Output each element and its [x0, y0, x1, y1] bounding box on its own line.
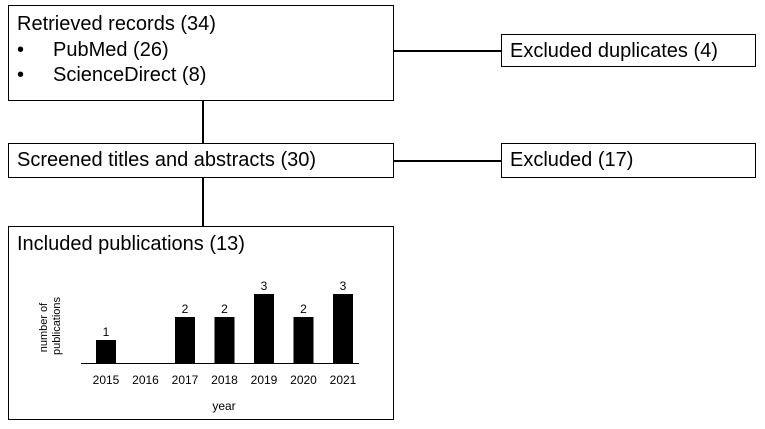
- data-label-2021: 3: [340, 279, 347, 293]
- bar-2020: [293, 317, 314, 363]
- publications-bar-chart: 1 2 2 3 2 3 2015 2016 2017 2018 2019 2020 2021 year…: [38, 279, 359, 413]
- data-label-2019: 3: [261, 279, 268, 293]
- y-axis-label: number of publications: [38, 296, 63, 355]
- x-tick-label-2015: 2015: [93, 373, 120, 387]
- retrieved-records-title: Retrieved records (34): [17, 13, 216, 35]
- tick-label-group: 2015 2016 2017 2018 2019 2020 2021: [93, 373, 357, 387]
- excluded-duplicates-box: Excluded duplicates (4): [501, 34, 756, 67]
- bar-2021: [333, 294, 353, 363]
- data-label-group: 1 2 2 3 2 3: [103, 279, 347, 339]
- bar-2019: [254, 294, 274, 363]
- bullet-icon: •: [17, 39, 25, 61]
- bar-group: [96, 294, 353, 363]
- data-label-2015: 1: [103, 325, 110, 339]
- x-tick-label-2019: 2019: [251, 373, 278, 387]
- x-tick-label-2018: 2018: [211, 373, 238, 387]
- connector-retrieved-to-excluded-duplicates: [394, 50, 501, 52]
- bar-2017: [175, 317, 195, 363]
- source-label: PubMed (26): [53, 39, 169, 61]
- connector-screened-to-included: [202, 178, 204, 226]
- source-list: • PubMed (26) • ScienceDirect (8): [17, 38, 393, 88]
- bar-2015: [96, 340, 116, 363]
- screened-box: Screened titles and abstracts (30): [8, 143, 394, 178]
- x-tick-label-2016: 2016: [132, 373, 159, 387]
- data-label-2018: 2: [221, 302, 228, 316]
- included-publications-title: Included publications (13): [17, 233, 245, 255]
- excluded-duplicates-label: Excluded duplicates (4): [510, 40, 718, 62]
- excluded-box: Excluded (17): [501, 143, 756, 178]
- x-tick-label-2021: 2021: [330, 373, 357, 387]
- bar-2018: [214, 317, 235, 363]
- data-label-2017: 2: [182, 302, 189, 316]
- x-axis-label: year: [212, 399, 235, 413]
- data-label-2020: 2: [300, 302, 307, 316]
- y-axis-label-line-1: number of: [38, 302, 50, 352]
- y-axis-label-line-2: publications: [51, 296, 63, 355]
- x-tick-label-2017: 2017: [172, 373, 199, 387]
- source-item-pubmed: • PubMed (26): [17, 38, 393, 63]
- retrieved-records-box: Retrieved records (34) • PubMed (26) • S…: [8, 5, 394, 101]
- source-label: ScienceDirect (8): [53, 64, 207, 86]
- bullet-icon: •: [17, 64, 25, 86]
- connector-retrieved-to-screened: [202, 101, 204, 143]
- connector-screened-to-excluded: [394, 160, 501, 162]
- screened-label: Screened titles and abstracts (30): [17, 149, 317, 171]
- excluded-label: Excluded (17): [510, 149, 634, 171]
- x-tick-label-2020: 2020: [290, 373, 317, 387]
- source-item-sciencedirect: • ScienceDirect (8): [17, 63, 393, 88]
